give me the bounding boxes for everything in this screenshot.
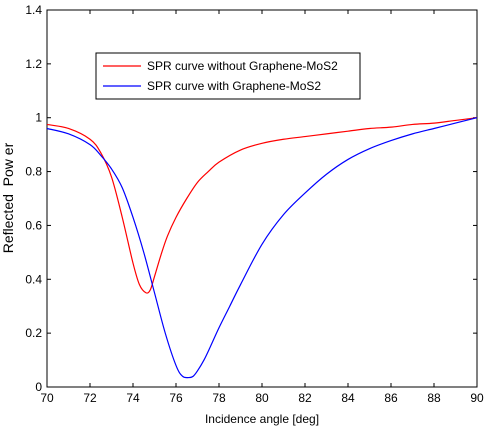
x-tick-label: 82 bbox=[298, 391, 312, 405]
y-tick-label: 0.2 bbox=[25, 326, 42, 340]
y-tick-label: 0 bbox=[35, 380, 42, 394]
x-tick-label: 70 bbox=[40, 391, 54, 405]
y-axis-title: Reflected Pow er bbox=[0, 142, 16, 253]
x-axis-title: Incidence angle [deg] bbox=[205, 412, 319, 426]
legend: SPR curve without Graphene-MoS2 SPR curve… bbox=[95, 52, 361, 100]
x-tick-label: 72 bbox=[83, 391, 97, 405]
x-tick-label: 78 bbox=[212, 391, 226, 405]
x-axis-ticks: 70 72 74 76 78 80 82 84 86 88 90 bbox=[40, 10, 484, 405]
x-tick-label: 76 bbox=[169, 391, 183, 405]
legend-entry-without-graphene: SPR curve without Graphene-MoS2 bbox=[147, 59, 338, 73]
x-tick-label: 86 bbox=[384, 391, 398, 405]
x-tick-label: 84 bbox=[341, 391, 355, 405]
series-line-with-graphene bbox=[46, 117, 478, 379]
y-tick-label: 1.2 bbox=[25, 57, 42, 71]
y-tick-label: 0.4 bbox=[25, 272, 42, 286]
x-tick-label: 90 bbox=[470, 391, 484, 405]
series-line-without-graphene bbox=[46, 117, 478, 294]
x-tick-label: 88 bbox=[427, 391, 441, 405]
x-tick-label: 74 bbox=[126, 391, 140, 405]
legend-entry-with-graphene: SPR curve with Graphene-MoS2 bbox=[147, 79, 321, 93]
y-axis-ticks: 0 0.2 0.4 0.6 0.8 1 1.2 1.4 bbox=[25, 3, 477, 394]
y-tick-label: 1 bbox=[35, 111, 42, 125]
x-tick-label: 80 bbox=[255, 391, 269, 405]
series-layer bbox=[46, 117, 478, 379]
y-tick-label: 0.8 bbox=[25, 165, 42, 179]
legend-box bbox=[95, 52, 361, 100]
y-tick-label: 1.4 bbox=[25, 3, 42, 17]
y-tick-label: 0.6 bbox=[25, 218, 42, 232]
